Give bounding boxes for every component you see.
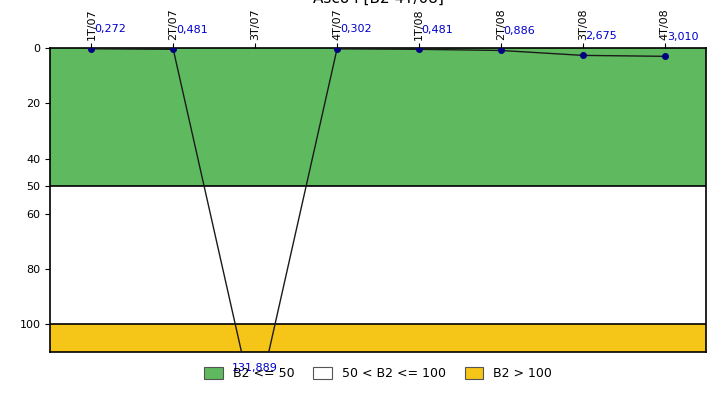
Text: 0,481: 0,481	[176, 25, 208, 35]
Text: 0,886: 0,886	[503, 26, 536, 36]
Bar	[50, 324, 706, 352]
Title: Ascó I [B2 4T/08]: Ascó I [B2 4T/08]	[312, 0, 444, 6]
Text: 3,010: 3,010	[667, 32, 699, 42]
Text: 0,302: 0,302	[340, 24, 372, 34]
Text: 0,481: 0,481	[422, 25, 454, 35]
Text: 2,675: 2,675	[585, 31, 617, 41]
Text: 131,889: 131,889	[233, 364, 278, 374]
Bar	[50, 48, 706, 186]
Legend: B2 <= 50, 50 < B2 <= 100, B2 > 100: B2 <= 50, 50 < B2 <= 100, B2 > 100	[199, 362, 557, 385]
Text: 0,272: 0,272	[94, 24, 126, 34]
Bar	[50, 186, 706, 324]
